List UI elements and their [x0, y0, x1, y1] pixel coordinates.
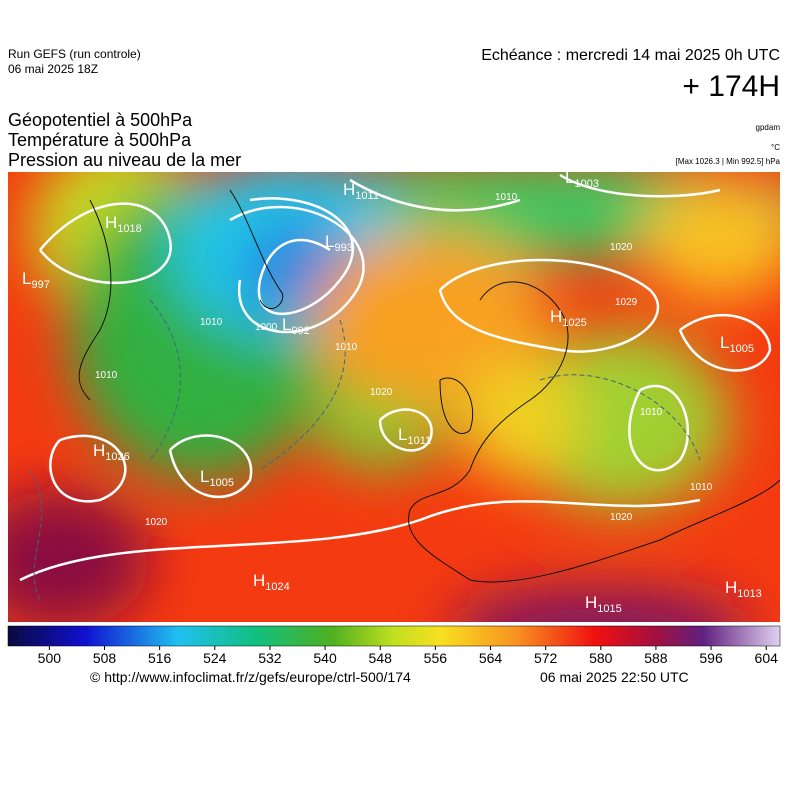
valid-time: Echéance : mercredi 14 mai 2025 0h UTC	[481, 47, 780, 64]
colorbar-tick-label: 572	[534, 650, 558, 666]
pressure-center: L1011	[398, 425, 431, 447]
colorbar-ticks: 500 508 516 524 532 540 548 556 564 572 580 588 596 6…	[38, 646, 778, 666]
center-value: 1011	[407, 435, 431, 447]
center-type: H	[343, 180, 355, 199]
colorbar-tick-label: 588	[644, 650, 668, 666]
colorbar-tick-label: 596	[699, 650, 723, 666]
pressure-center: H1018	[105, 213, 142, 235]
pressure-center: H1026	[93, 441, 130, 463]
source: © http://www.infoclimat.fr/z/gefs/europe…	[90, 669, 411, 685]
center-value: 1025	[562, 317, 586, 329]
center-value: 1011	[355, 190, 379, 202]
center-value: 1013	[737, 588, 761, 600]
lead-time: + 174H	[682, 70, 780, 103]
unit: gpdam	[756, 123, 781, 132]
pressure-center: L997	[22, 269, 50, 291]
colorbar-tick-label: 524	[203, 650, 227, 666]
center-value: 1005	[209, 477, 233, 489]
isobar-label: 1000	[255, 322, 278, 333]
center-type: L	[282, 315, 291, 334]
center-type: H	[585, 593, 597, 612]
center-type: L	[22, 269, 31, 288]
isobar-label: 1010	[495, 192, 518, 203]
pressure-centers: H1011L1003H1018L993L997L992H1025L1005L10…	[22, 168, 762, 615]
pressure-center: H1011	[343, 180, 379, 202]
pressure-center: L1005	[720, 333, 754, 355]
center-value: 1005	[729, 343, 753, 355]
isobar-label: 1010	[690, 482, 713, 493]
pressure-center: L1005	[200, 467, 234, 489]
field: Géopotentiel à 500hPa	[8, 110, 193, 130]
colorbar-tick-label: 580	[589, 650, 613, 666]
issued: 06 mai 2025 22:50 UTC	[540, 669, 689, 685]
isobar-label: 1010	[95, 370, 118, 381]
center-type: H	[550, 307, 562, 326]
pressure-center: H1015	[585, 593, 622, 615]
colorbar-tick-label: 604	[755, 650, 779, 666]
center-type: L	[200, 467, 209, 486]
isobar-label: 1020	[610, 242, 633, 253]
isobar-label: 1020	[145, 517, 168, 528]
field: Pression au niveau de la mer	[8, 150, 241, 170]
pressure-center: H1025	[550, 307, 587, 329]
center-type: H	[105, 213, 117, 232]
colorbar-tick-label: 500	[38, 650, 62, 666]
colorbar-tick-label: 540	[313, 650, 337, 666]
map	[8, 172, 780, 622]
field: Température à 500hPa	[8, 130, 192, 150]
center-type: L	[565, 168, 574, 187]
run: Run GEFS (run controle)	[8, 47, 141, 61]
colorbar-tick-label: 564	[479, 650, 503, 666]
isobar-label: 1020	[370, 387, 393, 398]
colorbar-tick-label: 548	[369, 650, 393, 666]
pressure-center: H1013	[725, 578, 762, 600]
center-type: H	[253, 571, 265, 590]
run-date: 06 mai 2025 18Z	[8, 62, 98, 76]
center-value: 1026	[105, 451, 129, 463]
colorbar-tick-label: 556	[424, 650, 448, 666]
pressure-center: L992	[282, 315, 310, 337]
isobar-label: 1010	[640, 407, 663, 418]
colorbar	[7, 625, 781, 647]
colorbar-tick-label: 532	[258, 650, 282, 666]
colorbar-tick-label: 516	[148, 650, 172, 666]
center-value: 1003	[574, 178, 598, 190]
center-type: L	[325, 232, 334, 251]
center-value: 1015	[597, 603, 621, 615]
isobar-label: 1010	[335, 342, 358, 353]
isobar-label: 1010	[200, 317, 223, 328]
center-type: H	[725, 578, 737, 597]
pressure-center: L1003	[565, 168, 599, 190]
center-value: 992	[291, 325, 309, 337]
center-type: L	[398, 425, 407, 444]
unit: °C	[771, 143, 780, 152]
isobar-label: 1020	[610, 512, 633, 523]
center-value: 1024	[265, 581, 289, 593]
isobar-labels: 1010 1020 1010 1000 1010 1020 1010 1020 1020 1010…	[95, 192, 713, 528]
unit: [Max 1026.3 | Min 992.5] hPa	[676, 157, 781, 166]
pressure-center: H1024	[253, 571, 290, 593]
colorbar-tick-label: 508	[93, 650, 117, 666]
center-type: L	[720, 333, 729, 352]
center-value: 997	[31, 279, 49, 291]
center-type: H	[93, 441, 105, 460]
pressure-center: L993	[325, 232, 353, 254]
center-value: 1018	[117, 223, 141, 235]
isobar-label: 1029	[615, 297, 638, 308]
center-value: 993	[334, 242, 352, 254]
